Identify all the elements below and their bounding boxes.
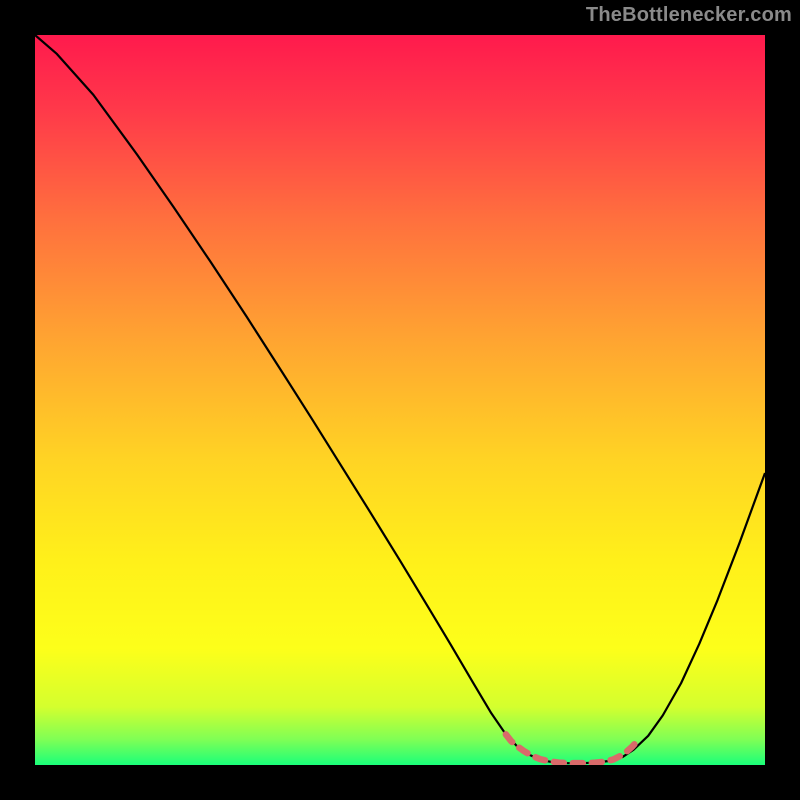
plot-area <box>35 35 765 765</box>
chart-frame: TheBottlenecker.com <box>0 0 800 800</box>
watermark-text: TheBottlenecker.com <box>586 4 792 27</box>
chart-svg <box>35 35 765 765</box>
gradient-background <box>35 35 765 765</box>
